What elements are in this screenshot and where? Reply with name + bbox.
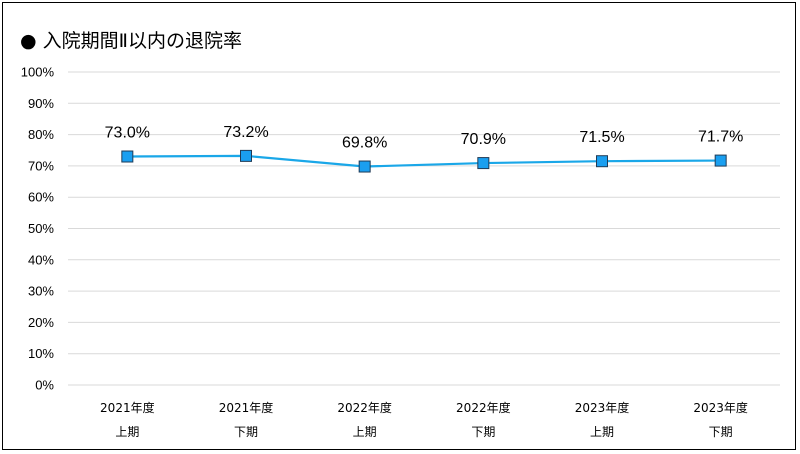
y-tick-label: 60% <box>28 190 54 205</box>
y-tick-label: 30% <box>28 284 54 299</box>
data-label: 70.9% <box>461 131 506 148</box>
y-tick-label: 10% <box>28 346 54 361</box>
x-tick-label-year: 2022年度 <box>337 400 392 415</box>
x-tick-label-half: 上期 <box>353 425 377 439</box>
data-point <box>596 155 608 168</box>
y-tick-label: 50% <box>28 221 54 236</box>
x-tick-label-half: 下期 <box>471 425 495 439</box>
x-tick-label-half: 下期 <box>234 425 258 439</box>
chart-title: ● 入院期間Ⅱ以内の退院率 <box>20 30 242 52</box>
gridlines <box>68 71 780 386</box>
series-line-path <box>127 154 721 168</box>
x-tick-label-year: 2022年度 <box>456 400 511 415</box>
data-label: 73.2% <box>223 124 268 141</box>
data-labels: 73.0% 73.2% 69.8% 70.9% 71.5% 71.7% <box>105 124 744 152</box>
data-point <box>477 157 490 170</box>
data-label: 71.7% <box>698 129 743 146</box>
y-tick-label: 100% <box>21 65 55 80</box>
data-point <box>240 149 252 162</box>
y-tick-label: 0% <box>35 378 54 393</box>
y-tick-label: 20% <box>28 315 54 330</box>
y-tick-label: 70% <box>28 158 54 173</box>
x-tick-label-half: 上期 <box>590 425 614 439</box>
y-tick-label: 80% <box>28 127 54 142</box>
x-tick-label-half: 下期 <box>709 425 733 439</box>
y-axis-ticks: 0% 10% 20% 30% 40% 50% 60% 70% 80% 90% 100% <box>21 65 55 393</box>
data-label: 69.8% <box>342 135 387 152</box>
y-tick-label: 90% <box>28 96 54 111</box>
x-axis-labels: 2021年度上期2021年度下期2022年度上期2022年度下期2023年度上期… <box>100 400 748 439</box>
data-point <box>714 154 727 167</box>
data-point <box>358 160 371 173</box>
x-tick-label-year: 2021年度 <box>219 400 274 415</box>
x-tick-label-year: 2021年度 <box>100 400 155 415</box>
data-point <box>121 150 134 163</box>
chart-frame <box>2 2 796 450</box>
data-label: 73.0% <box>105 125 150 142</box>
series-line <box>127 154 721 168</box>
x-tick-label-year: 2023年度 <box>575 400 630 415</box>
x-tick-label-half: 上期 <box>115 425 139 439</box>
x-tick-label-year: 2023年度 <box>693 400 748 415</box>
data-label: 71.5% <box>579 129 624 146</box>
y-tick-label: 40% <box>28 252 54 267</box>
data-markers <box>121 149 727 173</box>
